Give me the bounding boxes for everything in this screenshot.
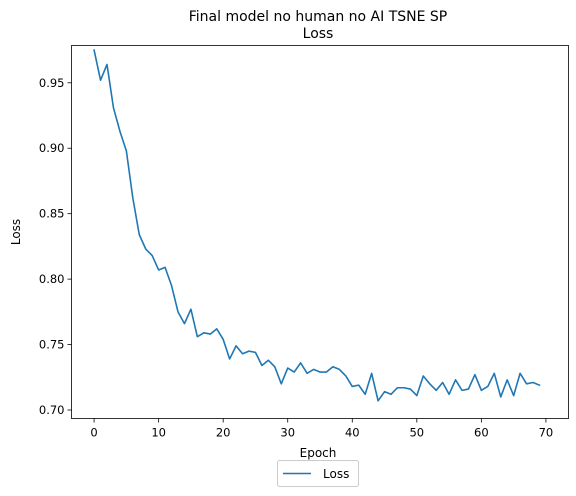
legend-label-loss: Loss: [323, 467, 349, 481]
chart-title-line-2: Loss: [303, 26, 334, 42]
x-tick-label: 40: [345, 426, 360, 440]
series-line-loss: [93, 49, 541, 402]
x-tick-label: 70: [539, 426, 554, 440]
y-tick-label: 0.80: [39, 272, 65, 286]
x-tick-label: 60: [474, 426, 489, 440]
chart-title-line-1: Final model no human no AI TSNE SP: [189, 9, 448, 25]
y-axis-label: Loss: [9, 219, 23, 245]
x-axis-label: Epoch: [300, 446, 337, 460]
axis-ticks: 0 10 20 30 40 50 60 70 0.70 0.75 0.80 0.85 0.90 0.95: [39, 76, 553, 440]
y-tick-label: 0.75: [39, 338, 65, 352]
plot-frame: [71, 45, 569, 419]
x-tick-label: 10: [151, 426, 166, 440]
y-tick-label: 0.95: [39, 76, 65, 90]
y-tick-label: 0.70: [39, 403, 65, 417]
x-tick-label: 50: [409, 426, 424, 440]
x-tick-label: 20: [216, 426, 231, 440]
y-tick-label: 0.85: [39, 207, 65, 221]
y-tick-label: 0.90: [39, 141, 65, 155]
x-tick-label: 0: [90, 426, 97, 440]
legend-frame: [277, 460, 359, 487]
legend: Loss: [277, 460, 359, 487]
x-tick-label: 30: [280, 426, 295, 440]
series-lines: [93, 49, 541, 402]
